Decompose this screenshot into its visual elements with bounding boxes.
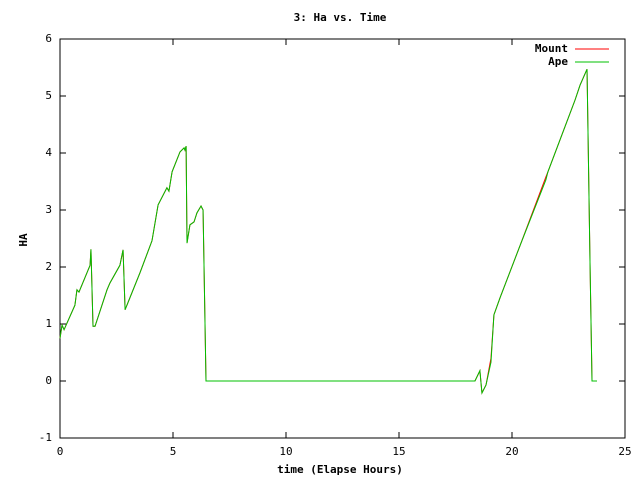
x-axis-label: time (Elapse Hours) (277, 463, 403, 476)
legend-label: Mount (535, 42, 568, 55)
series-line (59, 69, 597, 395)
series-line (59, 69, 597, 395)
y-tick-label: 3 (45, 203, 52, 216)
x-tick-label: 15 (392, 445, 405, 458)
plot-border (59, 38, 626, 439)
y-tick-label: 2 (45, 260, 52, 273)
y-tick-label: 6 (45, 32, 52, 45)
x-tick-label: 5 (170, 445, 177, 458)
x-tick-label: 10 (279, 445, 292, 458)
y-axis-label: HA (17, 233, 30, 247)
x-tick-label: 0 (57, 445, 64, 458)
x-tick-label: 25 (618, 445, 631, 458)
y-tick-label: 1 (45, 317, 52, 330)
legend-label: Ape (548, 55, 568, 68)
y-tick-label: 0 (45, 374, 52, 387)
chart-title: 3: Ha vs. Time (294, 11, 387, 24)
x-tick-label: 20 (505, 445, 518, 458)
y-tick-label: 4 (45, 146, 52, 159)
y-tick-label: -1 (39, 431, 52, 444)
y-tick-label: 5 (45, 89, 52, 102)
